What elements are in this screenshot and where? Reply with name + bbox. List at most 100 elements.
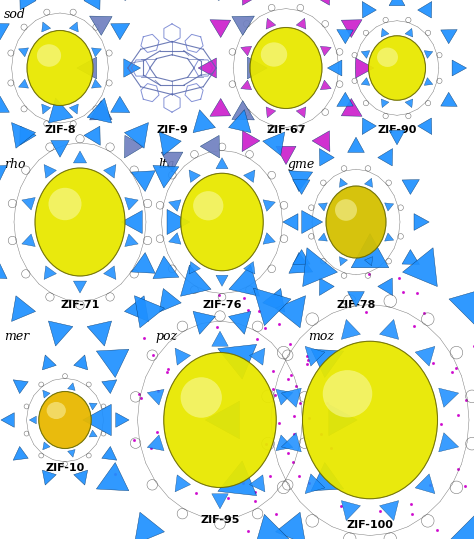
Polygon shape <box>249 348 265 365</box>
Polygon shape <box>229 265 259 296</box>
Polygon shape <box>320 46 331 56</box>
Ellipse shape <box>46 402 66 419</box>
Text: moz: moz <box>308 330 334 343</box>
Polygon shape <box>337 30 353 44</box>
Polygon shape <box>282 433 301 452</box>
Polygon shape <box>341 20 362 38</box>
Polygon shape <box>441 92 457 106</box>
Polygon shape <box>175 475 191 492</box>
Polygon shape <box>449 514 474 539</box>
Polygon shape <box>189 261 201 274</box>
Polygon shape <box>20 126 36 146</box>
Text: ZIF-9: ZIF-9 <box>156 125 188 135</box>
Polygon shape <box>205 401 239 439</box>
Polygon shape <box>69 104 78 114</box>
Polygon shape <box>22 234 35 246</box>
Polygon shape <box>389 130 405 145</box>
Polygon shape <box>232 16 255 36</box>
Polygon shape <box>418 2 432 18</box>
Polygon shape <box>131 171 155 191</box>
Polygon shape <box>153 256 179 279</box>
Polygon shape <box>89 403 97 410</box>
Polygon shape <box>312 131 330 151</box>
Polygon shape <box>263 288 285 312</box>
Polygon shape <box>365 178 373 188</box>
Ellipse shape <box>250 27 322 108</box>
Polygon shape <box>89 430 97 437</box>
Polygon shape <box>96 462 129 490</box>
Text: sod: sod <box>4 8 26 21</box>
Polygon shape <box>96 349 129 377</box>
Ellipse shape <box>377 47 398 67</box>
Polygon shape <box>125 197 138 210</box>
Polygon shape <box>296 18 306 29</box>
Polygon shape <box>361 51 370 58</box>
Polygon shape <box>193 110 216 133</box>
Polygon shape <box>378 149 392 166</box>
Polygon shape <box>276 146 296 164</box>
Polygon shape <box>228 110 251 133</box>
Polygon shape <box>216 158 228 169</box>
Polygon shape <box>124 59 140 77</box>
Polygon shape <box>90 101 112 120</box>
Polygon shape <box>337 92 353 106</box>
Polygon shape <box>319 233 328 241</box>
Polygon shape <box>244 170 255 182</box>
Polygon shape <box>74 355 88 370</box>
Polygon shape <box>43 390 50 398</box>
Polygon shape <box>181 265 211 296</box>
Polygon shape <box>42 104 51 114</box>
Polygon shape <box>193 312 216 334</box>
Polygon shape <box>244 261 255 274</box>
Polygon shape <box>402 179 419 195</box>
Polygon shape <box>87 98 111 123</box>
Polygon shape <box>218 461 256 496</box>
Polygon shape <box>104 266 116 280</box>
Polygon shape <box>189 170 201 182</box>
Polygon shape <box>20 0 36 10</box>
Polygon shape <box>42 470 56 485</box>
Polygon shape <box>302 211 323 233</box>
Polygon shape <box>74 470 88 485</box>
Polygon shape <box>311 349 344 377</box>
Polygon shape <box>402 248 438 287</box>
Polygon shape <box>319 203 328 211</box>
Polygon shape <box>48 98 73 123</box>
Polygon shape <box>362 118 376 135</box>
Polygon shape <box>283 213 298 230</box>
Polygon shape <box>254 514 291 539</box>
Polygon shape <box>320 80 331 90</box>
Polygon shape <box>378 278 392 295</box>
Text: ZIF-90: ZIF-90 <box>377 125 417 135</box>
Polygon shape <box>210 99 231 116</box>
Text: mer: mer <box>4 330 29 343</box>
Polygon shape <box>43 442 50 450</box>
Polygon shape <box>249 475 265 492</box>
Polygon shape <box>102 446 117 460</box>
Polygon shape <box>254 288 291 326</box>
Polygon shape <box>341 501 360 521</box>
Polygon shape <box>292 179 310 195</box>
Polygon shape <box>0 256 7 279</box>
Polygon shape <box>311 462 344 490</box>
Polygon shape <box>44 266 56 280</box>
Polygon shape <box>175 348 191 365</box>
Polygon shape <box>201 0 219 1</box>
Polygon shape <box>384 203 394 211</box>
Polygon shape <box>347 137 365 153</box>
Polygon shape <box>362 2 376 18</box>
Polygon shape <box>90 16 112 36</box>
Polygon shape <box>124 135 144 158</box>
Polygon shape <box>424 51 433 58</box>
Ellipse shape <box>48 188 82 220</box>
Polygon shape <box>405 29 413 37</box>
Polygon shape <box>0 165 7 188</box>
Polygon shape <box>276 435 293 451</box>
Polygon shape <box>242 0 260 5</box>
Polygon shape <box>42 22 51 32</box>
Polygon shape <box>361 78 370 85</box>
Polygon shape <box>87 321 111 346</box>
Text: rho: rho <box>4 158 26 171</box>
Polygon shape <box>266 18 276 29</box>
Polygon shape <box>232 101 255 120</box>
